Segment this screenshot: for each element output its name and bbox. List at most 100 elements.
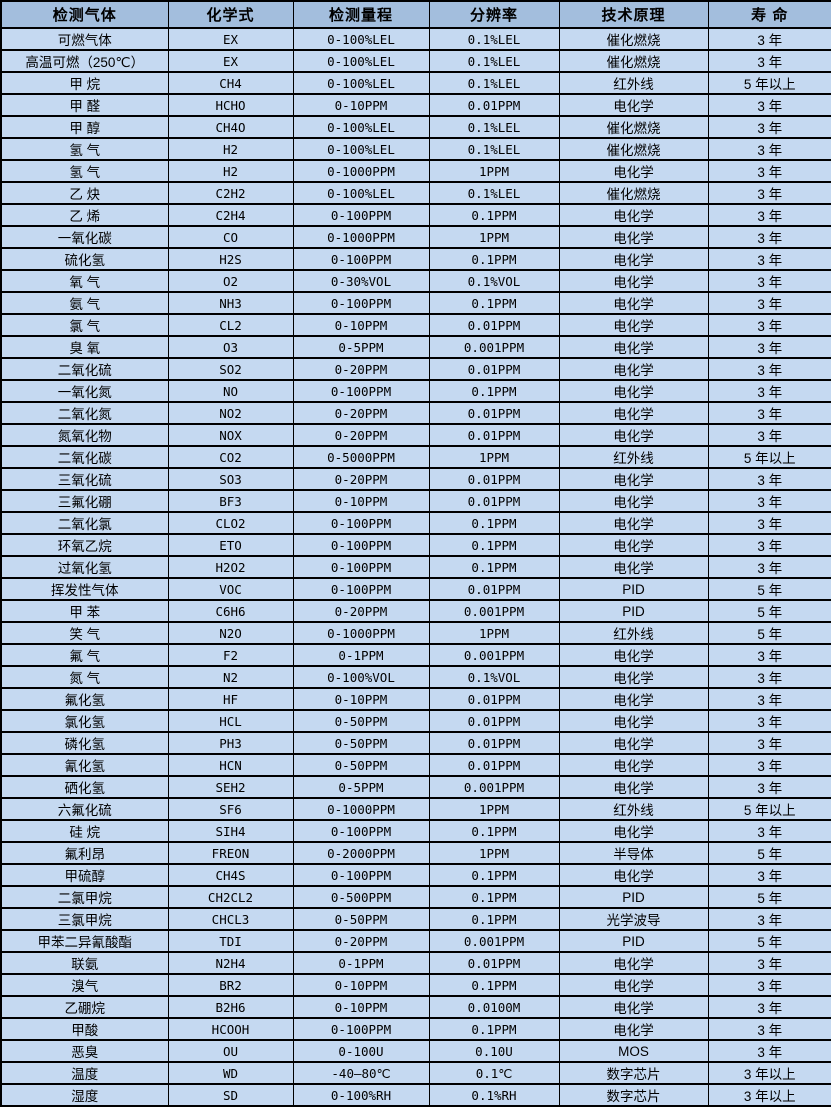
cell-tech-principle: 半导体: [558, 841, 709, 865]
cell-tech-principle: 电化学: [558, 951, 709, 975]
cell-detection-range: 0-20PPM: [292, 599, 430, 623]
cell-lifespan: 3 年: [707, 313, 831, 337]
cell-lifespan: 5 年: [707, 885, 831, 909]
cell-resolution: 0.01PPM: [428, 753, 560, 777]
cell-detection-range: 0-20PPM: [292, 401, 430, 425]
cell-detection-range: 0-5PPM: [292, 335, 430, 359]
cell-gas-name: 二氧化氮: [0, 401, 169, 425]
table-row: 硒化氢 SEH2 0-5PPM 0.001PPM 电化学 3 年: [0, 775, 831, 799]
cell-tech-principle: 电化学: [558, 225, 709, 249]
cell-gas-name: 硫化氢: [0, 247, 169, 271]
cell-detection-range: 0-100PPM: [292, 863, 430, 887]
cell-gas-name: 氮氧化物: [0, 423, 169, 447]
cell-lifespan: 3 年: [707, 379, 831, 403]
cell-detection-range: 0-100PPM: [292, 511, 430, 535]
cell-lifespan: 3 年: [707, 1017, 831, 1041]
cell-tech-principle: 红外线: [558, 797, 709, 821]
cell-chemical-formula: N2H4: [167, 951, 294, 975]
cell-chemical-formula: HCN: [167, 753, 294, 777]
cell-chemical-formula: F2: [167, 643, 294, 667]
cell-resolution: 0.01PPM: [428, 951, 560, 975]
cell-detection-range: 0-1000PPM: [292, 225, 430, 249]
table-row: 恶臭 OU 0-100U 0.10U MOS 3 年: [0, 1039, 831, 1063]
cell-detection-range: 0-500PPM: [292, 885, 430, 909]
cell-lifespan: 5 年以上: [707, 797, 831, 821]
cell-gas-name: 温度: [0, 1061, 169, 1085]
cell-resolution: 0.01PPM: [428, 313, 560, 337]
cell-chemical-formula: CH4O: [167, 115, 294, 139]
cell-tech-principle: 电化学: [558, 819, 709, 843]
cell-resolution: 0.1PPM: [428, 379, 560, 403]
cell-tech-principle: 电化学: [558, 995, 709, 1019]
table-row: 甲 苯 C6H6 0-20PPM 0.001PPM PID 5 年: [0, 599, 831, 623]
cell-tech-principle: 催化燃烧: [558, 115, 709, 139]
cell-chemical-formula: EX: [167, 27, 294, 51]
cell-lifespan: 3 年: [707, 489, 831, 513]
table-row: 氢 气 H2 0-1000PPM 1PPM 电化学 3 年: [0, 159, 831, 183]
table-row: 硫化氢 H2S 0-100PPM 0.1PPM 电化学 3 年: [0, 247, 831, 271]
cell-lifespan: 3 年: [707, 225, 831, 249]
cell-lifespan: 3 年以上: [707, 1061, 831, 1085]
cell-detection-range: 0-10PPM: [292, 687, 430, 711]
cell-lifespan: 3 年: [707, 995, 831, 1019]
cell-gas-name: 氯 气: [0, 313, 169, 337]
header-row: 检测气体 化学式 检测量程 分辨率 技术原理寿 命: [0, 0, 831, 29]
table-row: 氧 气 O2 0-30%VOL 0.1%VOL 电化学 3 年: [0, 269, 831, 293]
cell-tech-principle: 红外线: [558, 621, 709, 645]
cell-chemical-formula: H2: [167, 137, 294, 161]
header-resolution: 分辨率: [428, 0, 560, 29]
cell-resolution: 0.1%LEL: [428, 181, 560, 205]
cell-resolution: 0.0100M: [428, 995, 560, 1019]
cell-chemical-formula: H2O2: [167, 555, 294, 579]
table-row: 乙硼烷 B2H6 0-10PPM 0.0100M 电化学 3 年: [0, 995, 831, 1019]
cell-resolution: 1PPM: [428, 445, 560, 469]
cell-resolution: 0.01PPM: [428, 401, 560, 425]
cell-tech-principle: 电化学: [558, 269, 709, 293]
cell-lifespan: 3 年: [707, 467, 831, 491]
table-row: 氰化氢 HCN 0-50PPM 0.01PPM 电化学 3 年: [0, 753, 831, 777]
cell-tech-principle: PID: [558, 599, 709, 623]
cell-tech-principle: 红外线: [558, 445, 709, 469]
table-row: 环氧乙烷 ETO 0-100PPM 0.1PPM 电化学 3 年: [0, 533, 831, 557]
cell-detection-range: 0-10PPM: [292, 93, 430, 117]
cell-detection-range: 0-50PPM: [292, 907, 430, 931]
cell-gas-name: 挥发性气体: [0, 577, 169, 601]
cell-tech-principle: 电化学: [558, 687, 709, 711]
cell-chemical-formula: H2S: [167, 247, 294, 271]
cell-gas-name: 乙 炔: [0, 181, 169, 205]
cell-tech-principle: 数字芯片: [558, 1061, 709, 1085]
cell-tech-principle: 电化学: [558, 973, 709, 997]
cell-tech-principle: PID: [558, 929, 709, 953]
cell-resolution: 1PPM: [428, 159, 560, 183]
cell-chemical-formula: O3: [167, 335, 294, 359]
cell-resolution: 1PPM: [428, 225, 560, 249]
table-row: 甲硫醇 CH4S 0-100PPM 0.1PPM 电化学 3 年: [0, 863, 831, 887]
table-row: 甲 醇 CH4O 0-100%LEL 0.1%LEL 催化燃烧 3 年: [0, 115, 831, 139]
cell-resolution: 0.001PPM: [428, 643, 560, 667]
cell-resolution: 0.01PPM: [428, 467, 560, 491]
cell-chemical-formula: N2O: [167, 621, 294, 645]
cell-lifespan: 3 年: [707, 423, 831, 447]
cell-resolution: 0.1%LEL: [428, 49, 560, 73]
cell-gas-name: 氟化氢: [0, 687, 169, 711]
table-row: 磷化氢 PH3 0-50PPM 0.01PPM 电化学 3 年: [0, 731, 831, 755]
cell-detection-range: 0-100%LEL: [292, 115, 430, 139]
cell-lifespan: 3 年: [707, 269, 831, 293]
cell-resolution: 0.001PPM: [428, 335, 560, 359]
cell-lifespan: 3 年: [707, 181, 831, 205]
cell-lifespan: 3 年: [707, 687, 831, 711]
cell-gas-name: 溴气: [0, 973, 169, 997]
cell-chemical-formula: SO2: [167, 357, 294, 381]
cell-detection-range: 0-20PPM: [292, 467, 430, 491]
cell-lifespan: 3 年: [707, 335, 831, 359]
cell-lifespan: 5 年以上: [707, 445, 831, 469]
cell-gas-name: 联氨: [0, 951, 169, 975]
cell-chemical-formula: H2: [167, 159, 294, 183]
cell-gas-name: 三氟化硼: [0, 489, 169, 513]
cell-gas-name: 可燃气体: [0, 27, 169, 51]
cell-tech-principle: 电化学: [558, 665, 709, 689]
cell-lifespan: 3 年: [707, 907, 831, 931]
cell-gas-name: 恶臭: [0, 1039, 169, 1063]
cell-resolution: 0.1PPM: [428, 203, 560, 227]
header-chemical-formula: 化学式: [167, 0, 294, 29]
